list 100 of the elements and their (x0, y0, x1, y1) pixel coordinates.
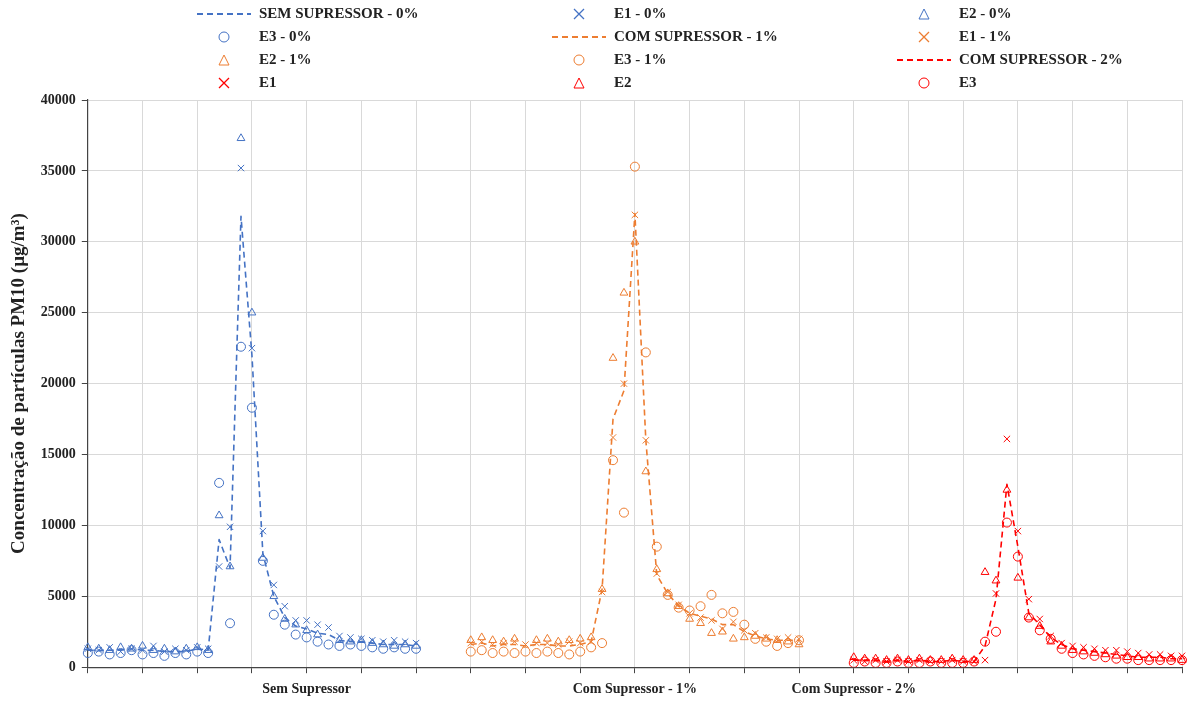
point (609, 433, 617, 442)
point (1133, 652, 1143, 661)
point (488, 635, 498, 644)
point (1047, 632, 1055, 640)
point (510, 637, 519, 646)
point (629, 161, 640, 172)
point (882, 655, 891, 663)
point (313, 620, 322, 629)
point (860, 653, 870, 662)
point (1100, 652, 1111, 663)
point (82, 648, 93, 659)
point (137, 649, 148, 660)
point (575, 633, 585, 642)
point (237, 164, 245, 172)
point (378, 643, 389, 654)
point (696, 613, 705, 622)
point (465, 646, 476, 657)
point (84, 645, 92, 653)
point (477, 632, 487, 641)
point (936, 655, 946, 663)
point (532, 635, 541, 644)
point (1035, 621, 1045, 629)
x-tick-label: Com Supressor - 1% (572, 681, 698, 697)
point (367, 642, 378, 653)
point (1012, 551, 1023, 562)
point (258, 553, 268, 561)
point (673, 602, 684, 613)
point (290, 629, 301, 640)
legend-label: COM SUPRESSOR - 1% (614, 28, 778, 45)
point (576, 639, 584, 647)
point (784, 633, 792, 642)
y-tick-label: 30000 (40, 233, 76, 249)
point (542, 646, 553, 657)
point (685, 613, 695, 622)
point (1034, 625, 1045, 636)
point (871, 653, 881, 662)
point (389, 640, 399, 649)
point (653, 569, 661, 578)
point (1111, 650, 1121, 659)
point (467, 639, 475, 647)
legend-label: E2 - 1% (259, 51, 312, 68)
point (138, 646, 147, 654)
point (631, 211, 639, 219)
point (1155, 655, 1166, 666)
point (214, 477, 225, 488)
point (335, 635, 344, 644)
point (1014, 527, 1022, 535)
point (203, 648, 214, 659)
point (958, 655, 968, 663)
point (346, 633, 355, 642)
point (1089, 650, 1100, 661)
x-tick-label: Com Supressor - 2% (791, 681, 916, 697)
point (587, 637, 595, 646)
point (270, 581, 278, 589)
point (236, 133, 246, 142)
point (695, 601, 706, 612)
point (488, 640, 497, 649)
y-tick-label: 25000 (40, 304, 76, 320)
point (466, 635, 476, 644)
point (948, 656, 956, 664)
point (740, 626, 748, 635)
point (1166, 655, 1177, 666)
point (630, 236, 640, 245)
point (280, 613, 290, 622)
point (302, 616, 311, 625)
point (696, 618, 705, 626)
point (706, 589, 717, 600)
point (94, 643, 104, 652)
point (619, 287, 629, 296)
point (1090, 645, 1099, 653)
point (684, 605, 695, 616)
point (279, 619, 290, 630)
legend-label: E3 - 1% (614, 51, 667, 68)
point (640, 347, 651, 358)
point (302, 625, 312, 634)
point (652, 564, 662, 573)
point (1178, 652, 1186, 660)
y-tick-label: 40000 (40, 91, 76, 107)
point (487, 648, 498, 659)
point (138, 640, 147, 649)
point (980, 567, 990, 575)
point (1090, 648, 1099, 656)
legend-label: COM SUPRESSOR - 2% (959, 51, 1123, 68)
point (281, 602, 289, 610)
point (761, 636, 772, 647)
point (248, 344, 256, 352)
point (346, 636, 355, 645)
legend-label: E1 (259, 74, 277, 91)
point (182, 646, 190, 654)
point (915, 656, 924, 664)
point (1003, 435, 1011, 443)
point (1036, 615, 1044, 623)
legend-label: E3 - 0% (259, 28, 312, 45)
point (498, 646, 509, 657)
point (1025, 595, 1033, 603)
point (246, 402, 257, 413)
point (947, 653, 957, 662)
point (1079, 646, 1088, 655)
point (1133, 655, 1144, 666)
point (925, 655, 935, 663)
